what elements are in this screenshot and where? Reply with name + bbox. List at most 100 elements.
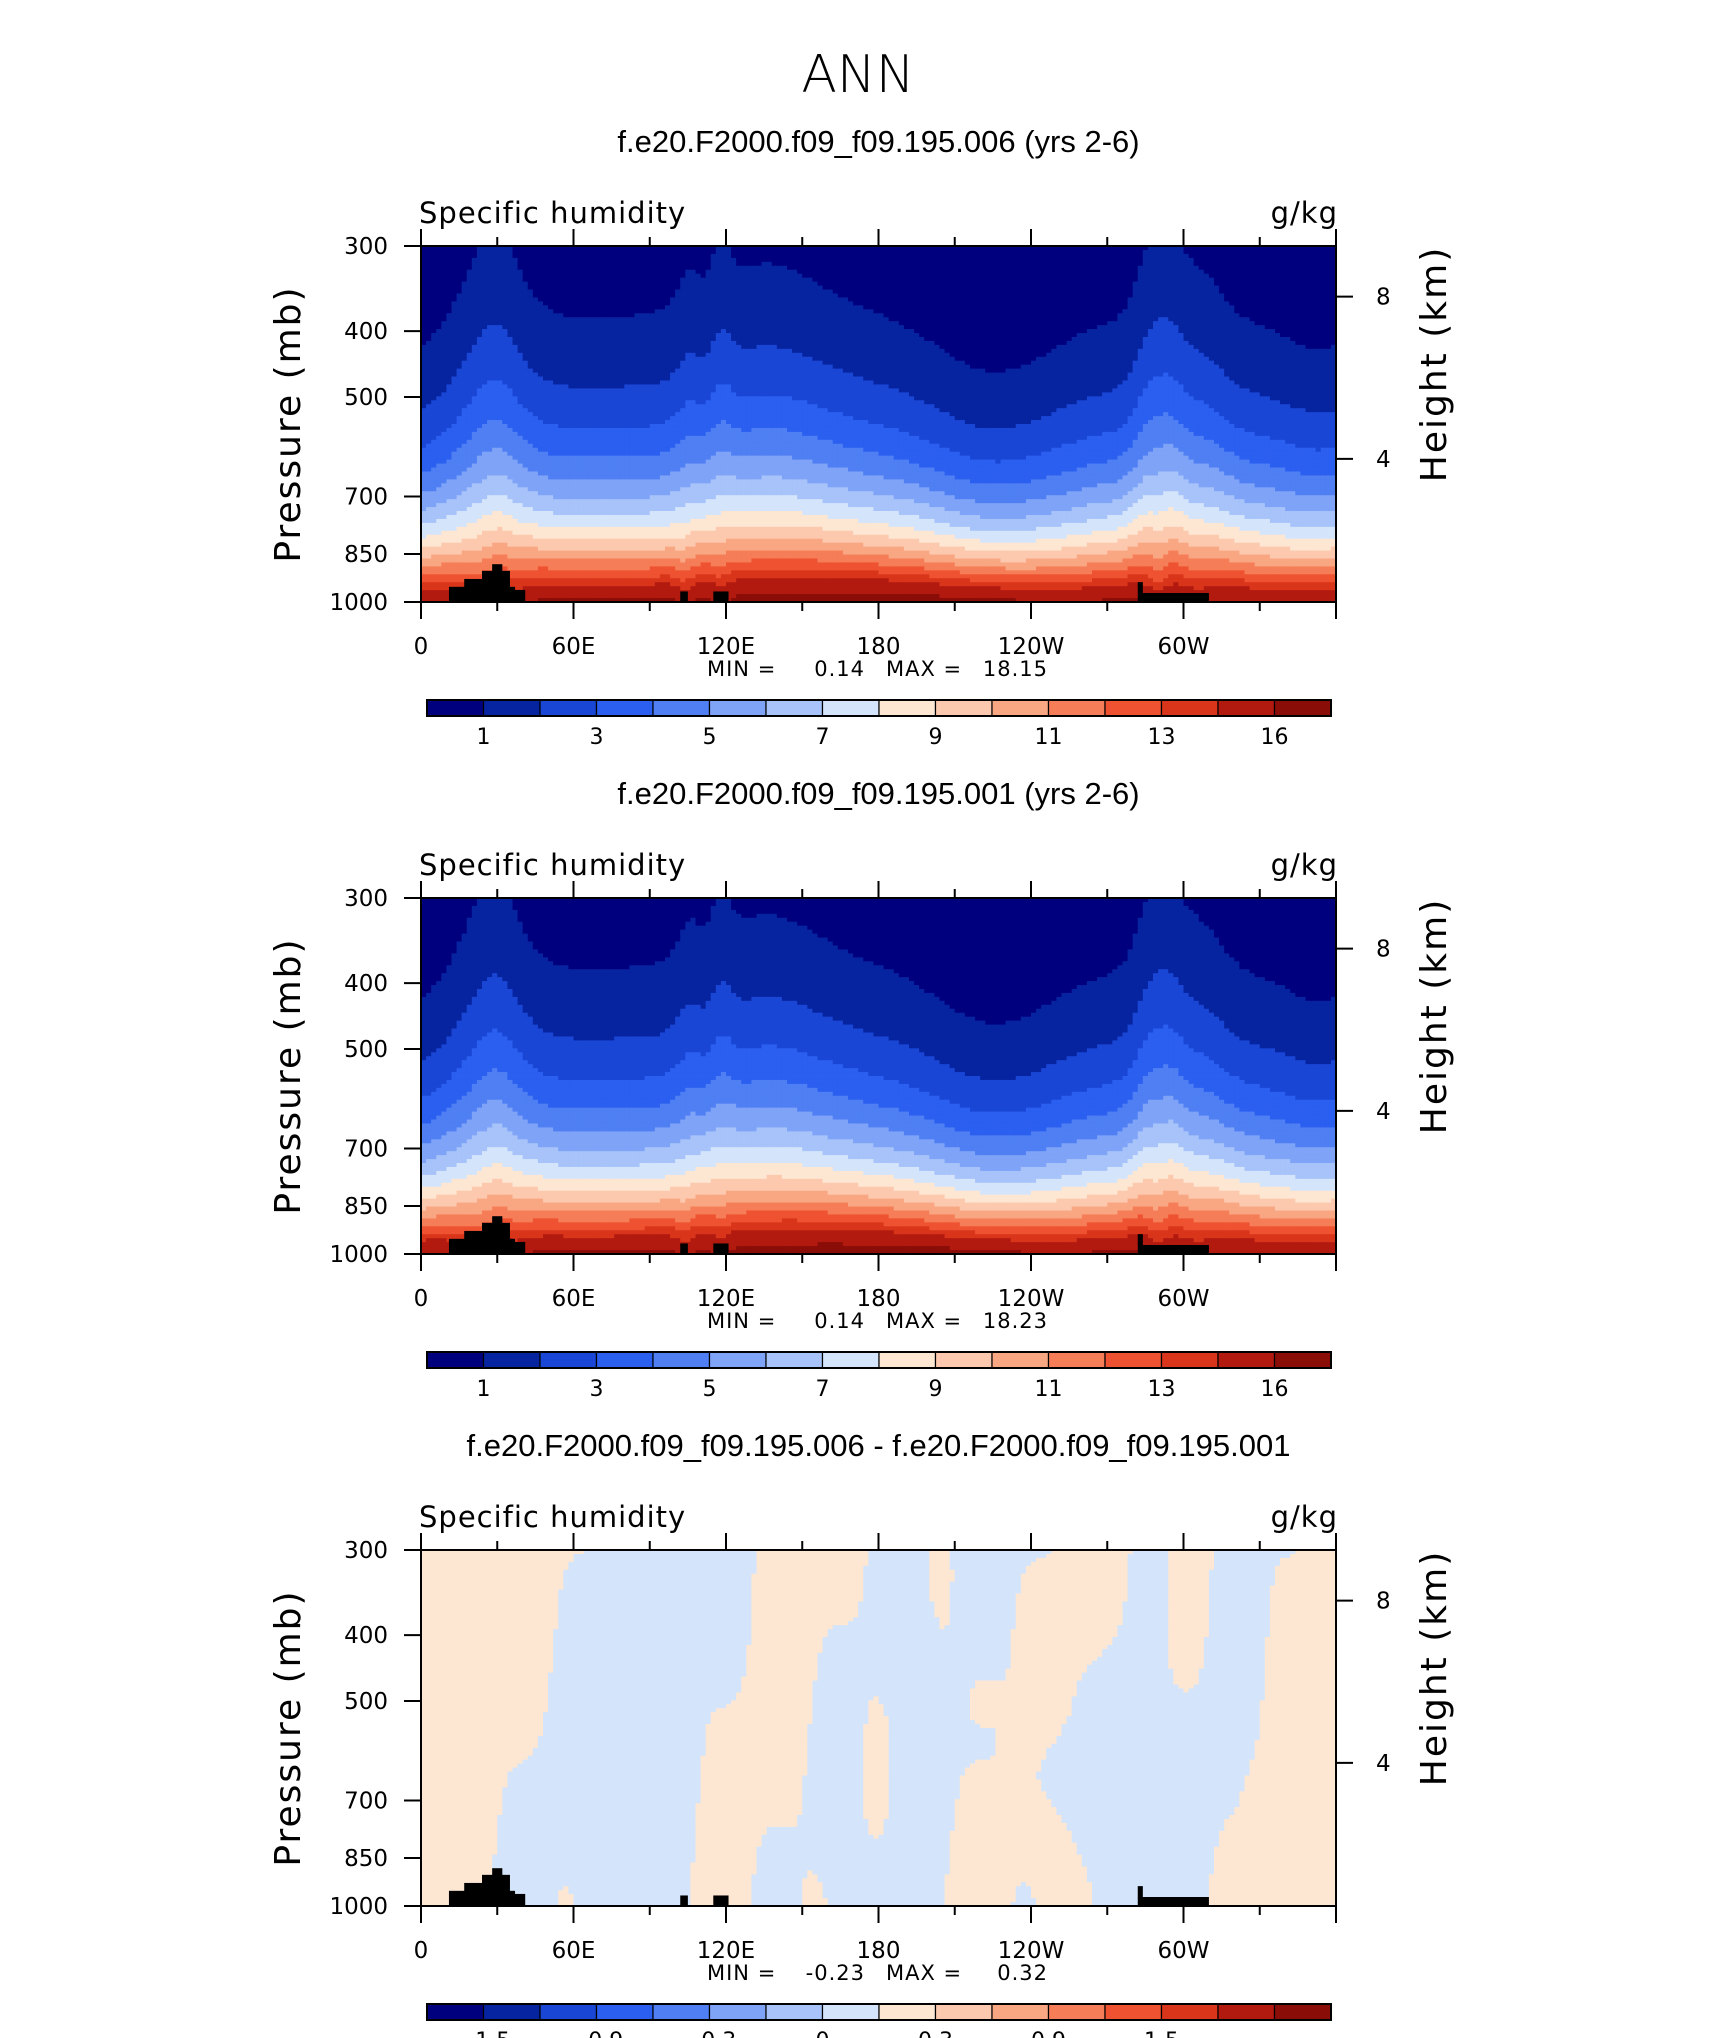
field-cell bbox=[457, 570, 463, 575]
field-cell bbox=[497, 293, 503, 298]
field-cell bbox=[426, 551, 432, 556]
field-cell bbox=[431, 301, 437, 306]
field-cell bbox=[482, 507, 488, 512]
field-cell bbox=[507, 317, 513, 322]
field-cell bbox=[457, 547, 463, 552]
field-cell bbox=[467, 337, 473, 342]
field-cell bbox=[548, 333, 554, 338]
field-cell bbox=[467, 361, 473, 366]
field-cell bbox=[467, 357, 473, 362]
field-cell bbox=[548, 479, 554, 484]
field-cell bbox=[507, 531, 513, 536]
field-cell bbox=[462, 444, 468, 449]
field-cell bbox=[446, 321, 452, 326]
field-cell bbox=[446, 424, 452, 429]
field-cell bbox=[487, 468, 493, 473]
field-cell bbox=[507, 448, 513, 453]
field-cell bbox=[502, 551, 508, 556]
field-cell bbox=[431, 357, 437, 362]
field-cell bbox=[436, 388, 442, 393]
field-cell bbox=[528, 507, 534, 512]
field-cell bbox=[482, 254, 488, 259]
field-cell bbox=[436, 539, 442, 544]
field-cell bbox=[467, 452, 473, 457]
field-cell bbox=[497, 266, 503, 271]
field-cell bbox=[436, 507, 442, 512]
field-cell bbox=[497, 471, 503, 476]
field-cell bbox=[436, 503, 442, 508]
field-cell bbox=[518, 574, 524, 579]
field-cell bbox=[507, 384, 513, 389]
field-cell bbox=[452, 278, 458, 283]
field-cell bbox=[426, 361, 432, 366]
field-cell bbox=[487, 464, 493, 469]
field-cell bbox=[497, 301, 503, 306]
field-cell bbox=[441, 523, 447, 528]
field-cell bbox=[502, 487, 508, 492]
field-cell bbox=[518, 337, 524, 342]
field-cell bbox=[548, 543, 554, 548]
field-cell bbox=[426, 325, 432, 330]
field-cell bbox=[452, 574, 458, 579]
field-cell bbox=[431, 412, 437, 417]
field-cell bbox=[426, 290, 432, 295]
field-cell bbox=[487, 345, 493, 350]
field-cell bbox=[492, 543, 498, 548]
field-cell bbox=[507, 412, 513, 417]
field-cell bbox=[446, 396, 452, 401]
field-cell bbox=[457, 321, 463, 326]
field-cell bbox=[477, 428, 483, 433]
field-cell bbox=[457, 562, 463, 567]
field-cell bbox=[523, 487, 529, 492]
field-cell bbox=[487, 436, 493, 441]
field-cell bbox=[502, 404, 508, 409]
field-cell bbox=[477, 519, 483, 524]
field-cell bbox=[457, 487, 463, 492]
field-cell bbox=[523, 258, 529, 263]
field-cell bbox=[513, 365, 519, 370]
field-cell bbox=[543, 369, 549, 374]
field-cell bbox=[467, 547, 473, 552]
field-cell bbox=[462, 432, 468, 437]
field-cell bbox=[523, 562, 529, 567]
field-cell bbox=[467, 456, 473, 461]
field-cell bbox=[477, 384, 483, 389]
field-cell bbox=[487, 369, 493, 374]
field-cell bbox=[538, 325, 544, 330]
field-cell bbox=[462, 487, 468, 492]
field-cell bbox=[477, 270, 483, 275]
field-cell bbox=[477, 412, 483, 417]
field-cell bbox=[431, 274, 437, 279]
field-cell bbox=[513, 357, 519, 362]
field-cell bbox=[492, 519, 498, 524]
field-cell bbox=[452, 270, 458, 275]
field-cell bbox=[548, 491, 554, 496]
field-cell bbox=[452, 365, 458, 370]
field-cell bbox=[528, 266, 534, 271]
field-cell bbox=[548, 278, 554, 283]
field-cell bbox=[548, 432, 554, 437]
field-cell bbox=[457, 345, 463, 350]
field-cell bbox=[467, 278, 473, 283]
field-cell bbox=[538, 400, 544, 405]
field-cell bbox=[543, 254, 549, 259]
field-cell bbox=[507, 491, 513, 496]
field-cell bbox=[533, 305, 539, 310]
field-cell bbox=[528, 290, 534, 295]
field-cell bbox=[523, 266, 529, 271]
field-cell bbox=[467, 404, 473, 409]
field-cell bbox=[446, 290, 452, 295]
field-cell bbox=[492, 527, 498, 532]
field-cell bbox=[462, 495, 468, 500]
field-cell bbox=[436, 384, 442, 389]
field-cell bbox=[538, 365, 544, 370]
field-cell bbox=[492, 428, 498, 433]
field-cell bbox=[436, 353, 442, 358]
field-cell bbox=[446, 464, 452, 469]
field-cell bbox=[431, 424, 437, 429]
field-cell bbox=[497, 452, 503, 457]
field-cell bbox=[507, 408, 513, 413]
field-cell bbox=[452, 566, 458, 571]
field-cell bbox=[482, 380, 488, 385]
field-cell bbox=[513, 464, 519, 469]
